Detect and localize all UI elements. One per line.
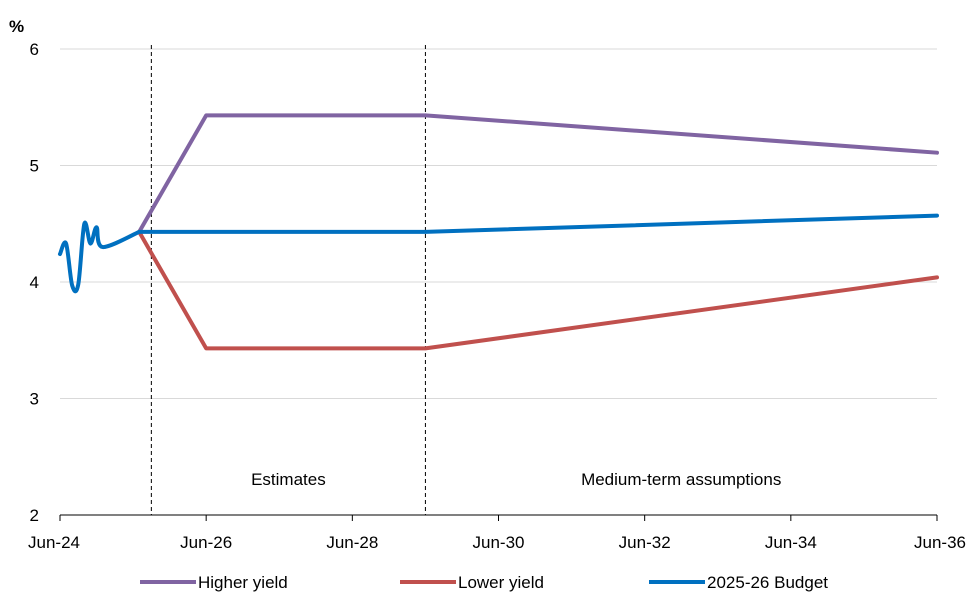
period-markers bbox=[150, 45, 426, 515]
period-label: Estimates bbox=[251, 470, 326, 489]
labels: 2 3 4 5 6% Jun-24 Jun-26 Jun-28 Jun-30 Jun-32 Jun-… bbox=[9, 17, 966, 552]
series-lines bbox=[58, 113, 939, 351]
legend-label-lower-yield: Lower yield bbox=[458, 573, 544, 592]
legend: Higher yield Lower yield 2025-26 Budget bbox=[140, 573, 828, 592]
legend-label-2025-26-budget: 2025-26 Budget bbox=[707, 573, 828, 592]
series-line-lower-yield bbox=[137, 229, 939, 351]
period-label: Medium-term assumptions bbox=[581, 470, 781, 489]
x-tick-label: Jun-26 bbox=[180, 533, 232, 552]
y-unit-label: % bbox=[9, 17, 24, 36]
series-line-2025-26-budget bbox=[58, 213, 939, 294]
y-tick-label: 4 bbox=[30, 273, 39, 292]
x-tick-label: Jun-34 bbox=[765, 533, 817, 552]
x-tick-label: Jun-24 bbox=[28, 533, 80, 552]
x-tick-label: Jun-28 bbox=[326, 533, 378, 552]
y-tick-label: 2 bbox=[30, 506, 39, 525]
axes bbox=[59, 514, 938, 521]
x-tick-label: Jun-30 bbox=[473, 533, 525, 552]
series-line-higher-yield bbox=[137, 113, 939, 234]
legend-label-higher-yield: Higher yield bbox=[198, 573, 288, 592]
y-tick-label: 5 bbox=[30, 157, 39, 176]
gridlines bbox=[60, 48, 937, 399]
x-tick-label: Jun-36 bbox=[914, 533, 966, 552]
y-tick-label: 6 bbox=[30, 40, 39, 59]
y-tick-label: 3 bbox=[30, 390, 39, 409]
x-tick-label: Jun-32 bbox=[619, 533, 671, 552]
